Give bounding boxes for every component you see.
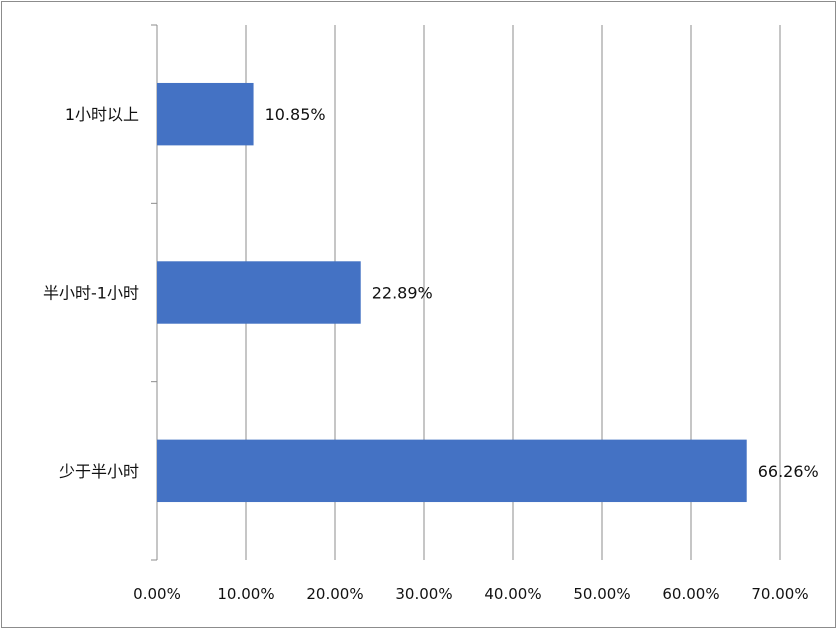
category-label: 半小时-1小时 bbox=[43, 284, 139, 303]
x-tick-label: 0.00% bbox=[133, 585, 181, 603]
category-label: 少于半小时 bbox=[59, 462, 139, 481]
data-label: 66.26% bbox=[758, 462, 819, 481]
category-label: 1小时以上 bbox=[65, 105, 139, 124]
x-tick-label: 40.00% bbox=[484, 585, 541, 603]
x-tick-label: 20.00% bbox=[306, 585, 363, 603]
bar bbox=[157, 82, 254, 146]
category-axis bbox=[151, 24, 158, 561]
x-tick-label: 10.00% bbox=[217, 585, 274, 603]
bar bbox=[157, 439, 747, 503]
x-tick-label: 70.00% bbox=[751, 585, 808, 603]
x-tick-label: 30.00% bbox=[395, 585, 452, 603]
x-axis-tick-labels: 0.00% 10.00% 20.00% 30.00% 40.00% 50.00% 60.00… bbox=[133, 585, 808, 603]
data-label: 10.85% bbox=[265, 105, 326, 124]
x-tick-label: 60.00% bbox=[662, 585, 719, 603]
bar bbox=[157, 261, 361, 324]
bars bbox=[157, 82, 747, 503]
x-tick-label: 50.00% bbox=[573, 585, 630, 603]
data-labels: 10.85% 22.89% 66.26% bbox=[265, 105, 819, 481]
data-label: 22.89% bbox=[372, 284, 433, 303]
